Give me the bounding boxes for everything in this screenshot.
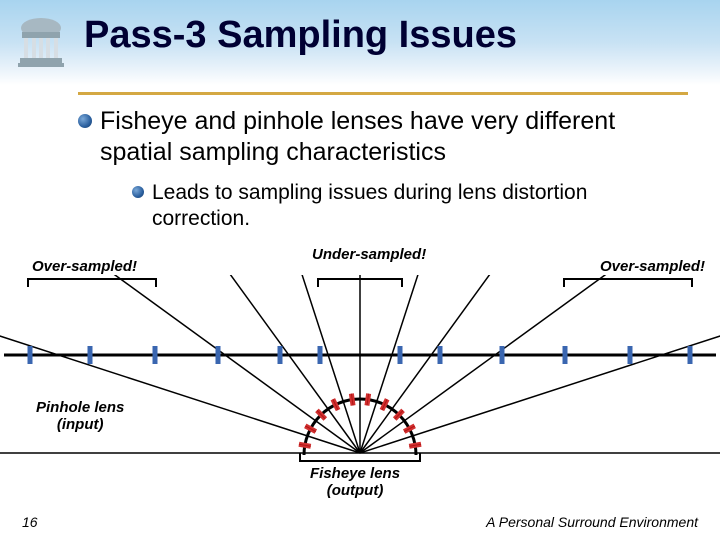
label-line: Fisheye lens — [310, 465, 400, 482]
label-fisheye: Fisheye lens (output) — [310, 466, 400, 499]
body-text-1: Fisheye and pinhole lenses have very dif… — [100, 106, 680, 169]
body-text-2: Leads to sampling issues during lens dis… — [152, 180, 680, 233]
label-line: (input) — [57, 416, 104, 433]
title-rule — [78, 92, 688, 95]
label-under-sampled: Under-sampled! — [312, 246, 426, 263]
label-line: (output) — [327, 482, 384, 499]
bullet-icon — [132, 186, 144, 198]
label-line: Pinhole lens — [36, 399, 124, 416]
label-over-sampled-right: Over-sampled! — [600, 258, 705, 275]
logo-icon — [12, 12, 70, 70]
page-number: 16 — [22, 514, 38, 530]
label-pinhole: Pinhole lens (input) — [36, 400, 124, 433]
label-over-sampled-left: Over-sampled! — [32, 258, 137, 275]
sampling-diagram — [0, 275, 720, 465]
slide-title: Pass-3 Sampling Issues — [84, 14, 517, 57]
bullet-icon — [78, 114, 92, 128]
footer-text: A Personal Surround Environment — [486, 514, 698, 530]
